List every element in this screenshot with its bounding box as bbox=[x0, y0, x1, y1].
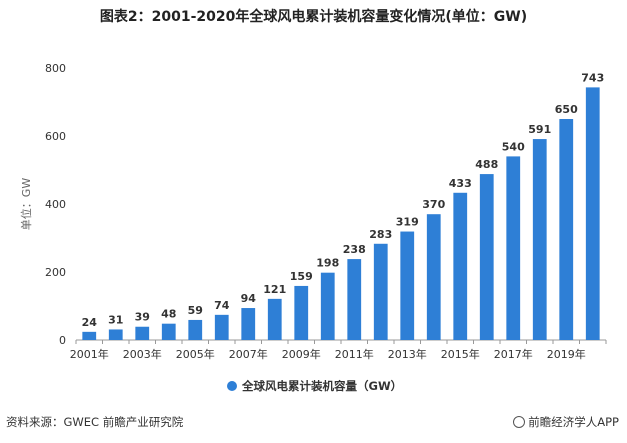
x-tick-label: 2013年 bbox=[388, 347, 427, 361]
value-label: 48 bbox=[161, 308, 176, 321]
y-axis-label: 单位：GW bbox=[19, 178, 33, 231]
value-label: 31 bbox=[108, 313, 123, 326]
bar-2019年 bbox=[559, 119, 574, 340]
x-tick-label: 2019年 bbox=[547, 347, 586, 361]
x-axis: 2001年 2003年 2005年 2007年 2009年 2011年 2013年 2015年… bbox=[70, 339, 607, 361]
value-label: 39 bbox=[135, 311, 150, 324]
value-label: 94 bbox=[241, 292, 257, 305]
bar-2010年 bbox=[320, 272, 335, 340]
y-tick-label: 800 bbox=[45, 62, 66, 75]
y-tick-label: 0 bbox=[59, 334, 66, 347]
x-tick-label: 2015年 bbox=[441, 347, 480, 361]
value-label: 159 bbox=[290, 270, 313, 283]
bar-2011年 bbox=[347, 259, 362, 340]
bar-2009年 bbox=[294, 285, 309, 340]
x-tick-label: 2005年 bbox=[176, 347, 215, 361]
value-label: 59 bbox=[188, 304, 203, 317]
value-label: 238 bbox=[343, 243, 366, 256]
value-label: 198 bbox=[316, 257, 339, 270]
bar-2004年 bbox=[161, 323, 176, 340]
source-note: 资料来源：GWEC 前瞻产业研究院 bbox=[6, 415, 184, 429]
y-tick-label: 400 bbox=[45, 198, 66, 211]
x-tick-label: 2009年 bbox=[282, 347, 321, 361]
y-axis: 0 200 400 600 800 单位：GW bbox=[19, 62, 66, 347]
bar-2001年 bbox=[82, 331, 97, 340]
bar-2016年 bbox=[479, 174, 494, 340]
value-label: 370 bbox=[422, 198, 445, 211]
value-label: 433 bbox=[449, 177, 472, 190]
value-label: 743 bbox=[581, 71, 604, 84]
x-tick-label: 2011年 bbox=[335, 347, 374, 361]
bar-2006年 bbox=[214, 314, 229, 340]
value-label: 121 bbox=[263, 283, 286, 296]
x-tick-label: 2003年 bbox=[123, 347, 162, 361]
bars bbox=[82, 87, 600, 340]
x-tick-label: 2017年 bbox=[494, 347, 533, 361]
x-tick-label: 2007年 bbox=[229, 347, 268, 361]
value-label: 74 bbox=[214, 299, 230, 312]
bar-2013年 bbox=[400, 231, 415, 340]
value-label: 488 bbox=[475, 158, 498, 171]
y-tick-label: 600 bbox=[45, 130, 66, 143]
brand-logo-icon bbox=[513, 416, 526, 428]
legend: 全球风电累计装机容量（GW） bbox=[227, 379, 402, 393]
value-label: 24 bbox=[82, 316, 98, 329]
bar-2012年 bbox=[373, 243, 388, 340]
value-label: 540 bbox=[502, 140, 525, 153]
chart-title: 图表2：2001-2020年全球风电累计装机容量变化情况(单位：GW) bbox=[99, 9, 528, 25]
bar-2007年 bbox=[241, 308, 256, 340]
bar-2020年 bbox=[585, 87, 600, 340]
bar-2003年 bbox=[135, 326, 150, 340]
legend-label: 全球风电累计装机容量（GW） bbox=[241, 379, 402, 393]
bar-2008年 bbox=[267, 298, 282, 340]
x-tick-label: 2001年 bbox=[70, 347, 109, 361]
value-label: 650 bbox=[555, 103, 578, 116]
value-label: 283 bbox=[369, 228, 392, 241]
bar-2017年 bbox=[506, 156, 521, 340]
brand-label: 前瞻经济学人APP bbox=[528, 415, 619, 429]
value-label: 319 bbox=[396, 216, 419, 229]
y-tick-label: 200 bbox=[45, 266, 66, 279]
bar-2002年 bbox=[108, 329, 123, 340]
bar-2015年 bbox=[453, 192, 468, 340]
bar-2018年 bbox=[532, 139, 547, 340]
chart-area: 0 200 400 600 800 单位：GW 2001年 2003年 2005年 2007年 2… bbox=[19, 62, 607, 393]
bar-2014年 bbox=[426, 214, 441, 340]
bar-2005年 bbox=[188, 319, 203, 340]
brand-footer: 前瞻经济学人APP bbox=[513, 414, 619, 430]
legend-marker bbox=[227, 381, 237, 391]
value-label: 591 bbox=[528, 123, 551, 136]
